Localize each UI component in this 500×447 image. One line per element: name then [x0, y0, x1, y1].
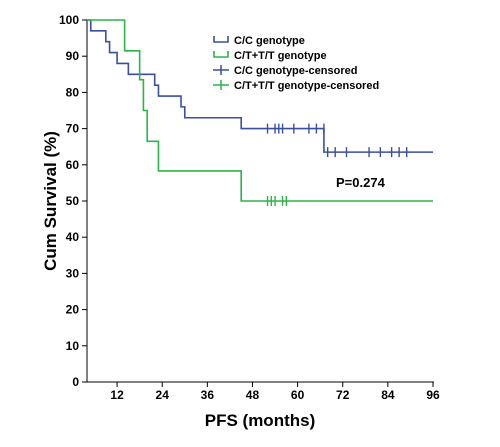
- legend-item: C/C genotype: [213, 35, 305, 47]
- legend-label: C/C genotype-censored: [234, 65, 357, 77]
- x-tick-label: 12: [110, 388, 124, 402]
- legend-item: C/T+T/T genotype: [213, 50, 327, 62]
- y-tick-label: 70: [66, 122, 80, 136]
- survival-curve-cc: [87, 19, 433, 153]
- y-tick-label: 60: [66, 158, 80, 172]
- y-tick-label: 50: [66, 194, 80, 208]
- y-tick-label: 80: [66, 85, 80, 99]
- x-axis-ticks: 12 24 36 48 60 72 84 96: [110, 382, 440, 402]
- x-tick-label: 24: [156, 388, 170, 402]
- y-tick-label: 0: [72, 375, 79, 389]
- y-tick-label: 100: [59, 13, 79, 27]
- legend-label: C/C genotype: [234, 35, 305, 47]
- legend-label: C/T+T/T genotype-censored: [234, 80, 379, 92]
- y-tick-label: 90: [66, 49, 80, 63]
- legend-label: C/T+T/T genotype: [234, 50, 327, 62]
- x-tick-label: 36: [201, 388, 215, 402]
- y-axis-ticks: 0 10 20 30 40 50 60 70 80 90 100: [59, 13, 87, 389]
- p-value-annotation: P=0.274: [336, 175, 386, 190]
- x-axis-title: PFS (months): [205, 411, 316, 430]
- y-axis-title: Cum Survival (%): [41, 131, 60, 271]
- x-tick-label: 72: [336, 388, 350, 402]
- y-tick-label: 20: [66, 303, 80, 317]
- x-tick-label: 84: [381, 388, 395, 402]
- legend: C/C genotype C/T+T/T genotype C/C genotype…: [213, 35, 379, 92]
- survival-curves: [87, 19, 433, 206]
- legend-item: C/T+T/T genotype-censored: [213, 80, 379, 92]
- y-tick-label: 30: [66, 266, 80, 280]
- legend-step-symbol: [213, 36, 229, 43]
- y-tick-label: 40: [66, 230, 80, 244]
- y-tick-label: 10: [66, 339, 80, 353]
- x-tick-label: 60: [291, 388, 305, 402]
- legend-step-symbol: [213, 51, 229, 58]
- x-tick-label: 96: [426, 388, 440, 402]
- survival-curve-ct-tt: [87, 19, 433, 202]
- legend-item: C/C genotype-censored: [213, 65, 357, 77]
- x-tick-label: 48: [246, 388, 260, 402]
